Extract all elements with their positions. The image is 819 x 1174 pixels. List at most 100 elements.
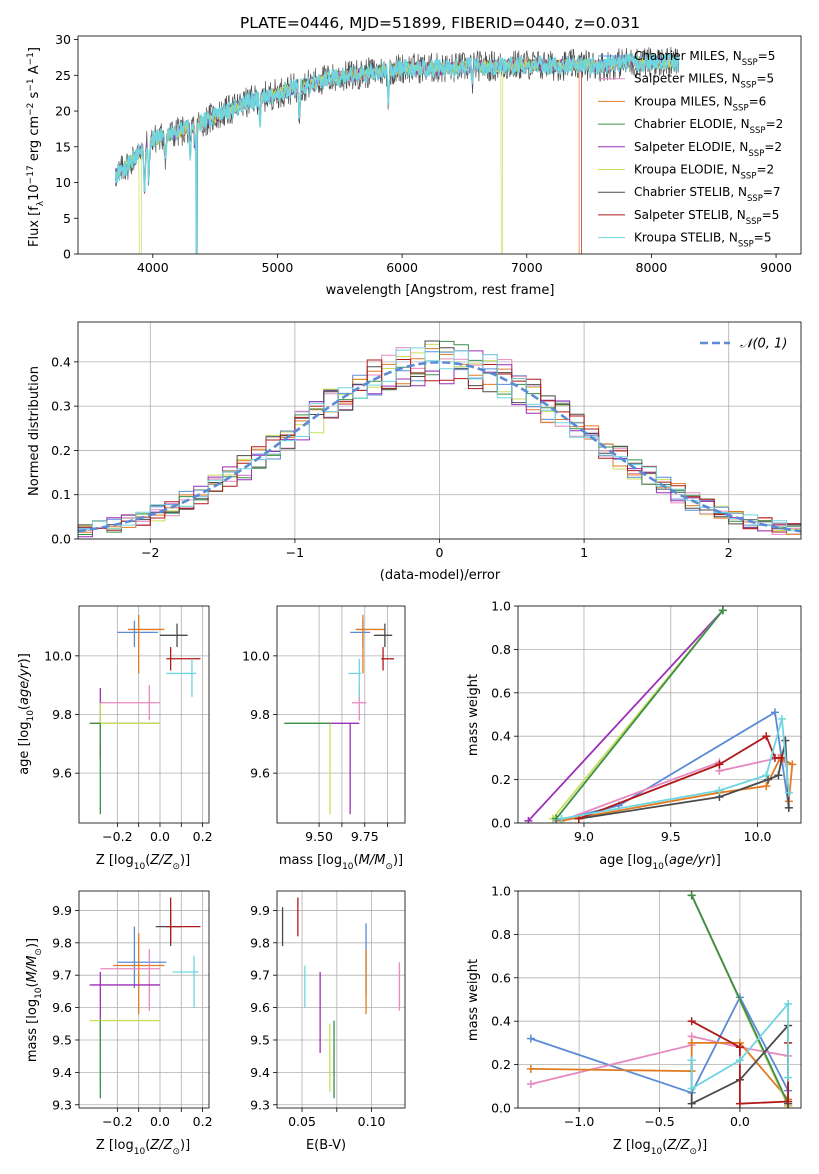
weight-marker-salpeter-stelib bbox=[777, 753, 786, 762]
histogram-salpeter-elodie bbox=[78, 350, 801, 539]
ebv-ytick-label: 9.7 bbox=[250, 968, 270, 983]
spectrum-xtick-label: 4000 bbox=[137, 260, 169, 275]
histogram-kroupa-stelib bbox=[78, 347, 801, 539]
spectrum-frame bbox=[77, 35, 802, 255]
residuals-ytick-label: 0.3 bbox=[51, 399, 71, 414]
spectrum-xlabel: wavelength [Angstrom, rest frame] bbox=[326, 283, 555, 298]
z-age-xlabel: Z [log10(Z/Z⊙)] bbox=[96, 853, 190, 872]
weight-marker-kroupa-stelib bbox=[557, 814, 566, 823]
z-weight-xtick-label: −1.0 bbox=[564, 1114, 594, 1129]
residuals-xtick-label: 0 bbox=[436, 545, 444, 560]
spectrum-xtick-label: 6000 bbox=[386, 260, 418, 275]
normal-curve bbox=[78, 360, 801, 533]
spectrum-ylabel: Flux [fλ10−17 erg cm−2 s−1 A−1] bbox=[26, 47, 46, 247]
spectrum-ytick-label: 5 bbox=[63, 211, 71, 226]
ebv-mass-panel: 0.05 0.10 9.3 9.4 9.5 9.6 9.7 9.8 9.9 bbox=[250, 890, 406, 1129]
residuals-xtick-label: −2 bbox=[141, 545, 159, 560]
residuals-ticks: −2 −1 0 1 2 0.0 0.1 0.2 0.3 0.4 bbox=[51, 354, 733, 560]
z-mass-xlabel: Z [log10(Z/Z⊙)] bbox=[96, 1138, 190, 1157]
ebv-ytick-label: 9.6 bbox=[250, 1000, 270, 1015]
mass-age-xlabel: mass [log10(M/M⊙)] bbox=[279, 853, 403, 872]
ebv-ytick-label: 9.4 bbox=[250, 1065, 270, 1080]
ebv-frame bbox=[276, 890, 406, 1109]
weight-line-chabrier-stelib bbox=[578, 740, 790, 820]
z-age-xtick-label: −0.2 bbox=[102, 829, 132, 844]
z-age-ytick-label: 9.8 bbox=[52, 707, 72, 722]
age-weight-ytick-label: 0.2 bbox=[491, 772, 511, 787]
spectrum-xtick-label: 5000 bbox=[262, 260, 294, 275]
ebv-ytick-label: 9.3 bbox=[250, 1097, 270, 1112]
z-mass-ytick-label: 9.6 bbox=[52, 1000, 72, 1015]
z-age-xtick-label: 0.2 bbox=[193, 829, 213, 844]
z-weight-ytick-label: 0.6 bbox=[491, 970, 511, 985]
residuals-xtick-label: 1 bbox=[580, 545, 588, 560]
weight-marker-kroupa-miles bbox=[687, 1038, 696, 1047]
weight-marker-kroupa-stelib bbox=[784, 999, 793, 1008]
age-weight-xtick-label: 9.5 bbox=[661, 829, 681, 844]
weight-marker-chabrier-stelib bbox=[764, 775, 773, 784]
weight-marker-kroupa-stelib bbox=[762, 771, 771, 780]
z-weight-ytick-label: 1.0 bbox=[491, 884, 511, 899]
z-age-plot-area bbox=[89, 614, 201, 815]
age-weight-panel: 9.0 9.5 10.0 0.0 0.2 0.4 0.6 0.8 1.0 bbox=[491, 599, 802, 844]
z-mass-ytick-label: 9.4 bbox=[52, 1065, 72, 1080]
mass-age-plot-area bbox=[284, 614, 395, 815]
weight-marker-salpeter-miles bbox=[526, 1080, 535, 1089]
residuals-ytick-label: 0.4 bbox=[51, 354, 71, 369]
weight-marker-kroupa-stelib bbox=[715, 786, 724, 795]
residuals-legend: 𝒩(0, 1) bbox=[700, 337, 787, 352]
spectrum-plot-area bbox=[114, 46, 680, 254]
spectrum-panel: 4000 5000 6000 7000 8000 9000 0 5 10 15 20 25 30 Chab… bbox=[55, 32, 802, 275]
mass-age-ytick-label: 9.6 bbox=[250, 766, 270, 781]
weight-marker-salpeter-stelib bbox=[784, 1097, 793, 1106]
spectrum-line-kroupa-stelib bbox=[114, 53, 680, 254]
weight-marker-salpeter-elodie bbox=[524, 816, 533, 823]
z-mass-ytick-label: 9.5 bbox=[52, 1032, 72, 1047]
age-weight-plot-area bbox=[524, 606, 797, 823]
ebv-xtick-label: 0.10 bbox=[358, 1114, 386, 1129]
residuals-xtick-label: 2 bbox=[725, 545, 733, 560]
weight-marker-kroupa-stelib bbox=[735, 1056, 744, 1065]
age-weight-ylabel: mass weight bbox=[466, 674, 481, 756]
spectrum-xtick-label: 7000 bbox=[511, 260, 543, 275]
weight-marker-salpeter-stelib bbox=[687, 1017, 696, 1026]
z-weight-ticks: −1.0 −0.5 0.0 0.0 0.2 0.4 0.6 0.8 1.0 bbox=[491, 884, 750, 1130]
residuals-xlabel: (data-model)/error bbox=[380, 568, 501, 583]
age-weight-frame bbox=[517, 605, 802, 824]
z-mass-ytick-label: 9.3 bbox=[52, 1097, 72, 1112]
spectrum-ticks: 4000 5000 6000 7000 8000 9000 0 5 10 15 20 25 30 bbox=[55, 32, 792, 275]
residuals-ytick-label: 0.1 bbox=[51, 487, 71, 502]
z-mass-xtick-label: 0.0 bbox=[150, 1114, 170, 1129]
weight-marker-chabrier-stelib bbox=[781, 736, 790, 745]
weight-line-salpeter-elodie bbox=[527, 609, 724, 822]
z-weight-ytick-label: 0.4 bbox=[491, 1014, 511, 1029]
weight-marker-kroupa-stelib bbox=[784, 1073, 793, 1082]
z-weight-ytick-label: 0.8 bbox=[491, 927, 511, 942]
spectrum-xtick-label: 8000 bbox=[636, 260, 668, 275]
ebv-ticks: 0.05 0.10 9.3 9.4 9.5 9.6 9.7 9.8 9.9 bbox=[250, 903, 385, 1129]
z-mass-ytick-label: 9.9 bbox=[52, 903, 72, 918]
ebv-xtick-label: 0.05 bbox=[288, 1114, 316, 1129]
residuals-ytick-label: 0.0 bbox=[51, 532, 71, 547]
age-weight-xtick-label: 9.0 bbox=[574, 829, 594, 844]
weight-marker-salpeter-stelib bbox=[735, 1099, 744, 1108]
z-weight-xtick-label: −0.5 bbox=[644, 1114, 674, 1129]
z-mass-plot-area bbox=[89, 897, 201, 1099]
z-weight-xlabel: Z [log10(Z/Z⊙)] bbox=[613, 1138, 707, 1157]
age-weight-xlabel: age [log10(age/yr)] bbox=[599, 853, 721, 872]
histogram-chabrier-elodie bbox=[78, 340, 801, 539]
weight-marker-kroupa-stelib bbox=[687, 1084, 696, 1093]
z-weight-plot-area bbox=[526, 891, 793, 1108]
age-weight-ytick-label: 0.8 bbox=[491, 642, 511, 657]
mass-age-ticks: 9.50 9.75 9.6 9.8 10.0 bbox=[242, 648, 389, 844]
z-mass-panel: −0.2 0.0 0.2 9.3 9.4 9.5 9.6 9.7 9.8 9.9 bbox=[52, 890, 213, 1129]
z-age-ytick-label: 10.0 bbox=[44, 648, 72, 663]
weight-line-kroupa-miles bbox=[561, 756, 794, 822]
residuals-plot-area bbox=[78, 340, 801, 539]
z-age-ytick-label: 9.6 bbox=[52, 766, 72, 781]
ebv-plot-area bbox=[281, 897, 401, 1099]
weight-line-chabrier-elodie bbox=[555, 609, 724, 820]
weight-marker-salpeter-stelib bbox=[735, 1043, 744, 1052]
mass-age-xtick-label: 9.75 bbox=[351, 829, 379, 844]
